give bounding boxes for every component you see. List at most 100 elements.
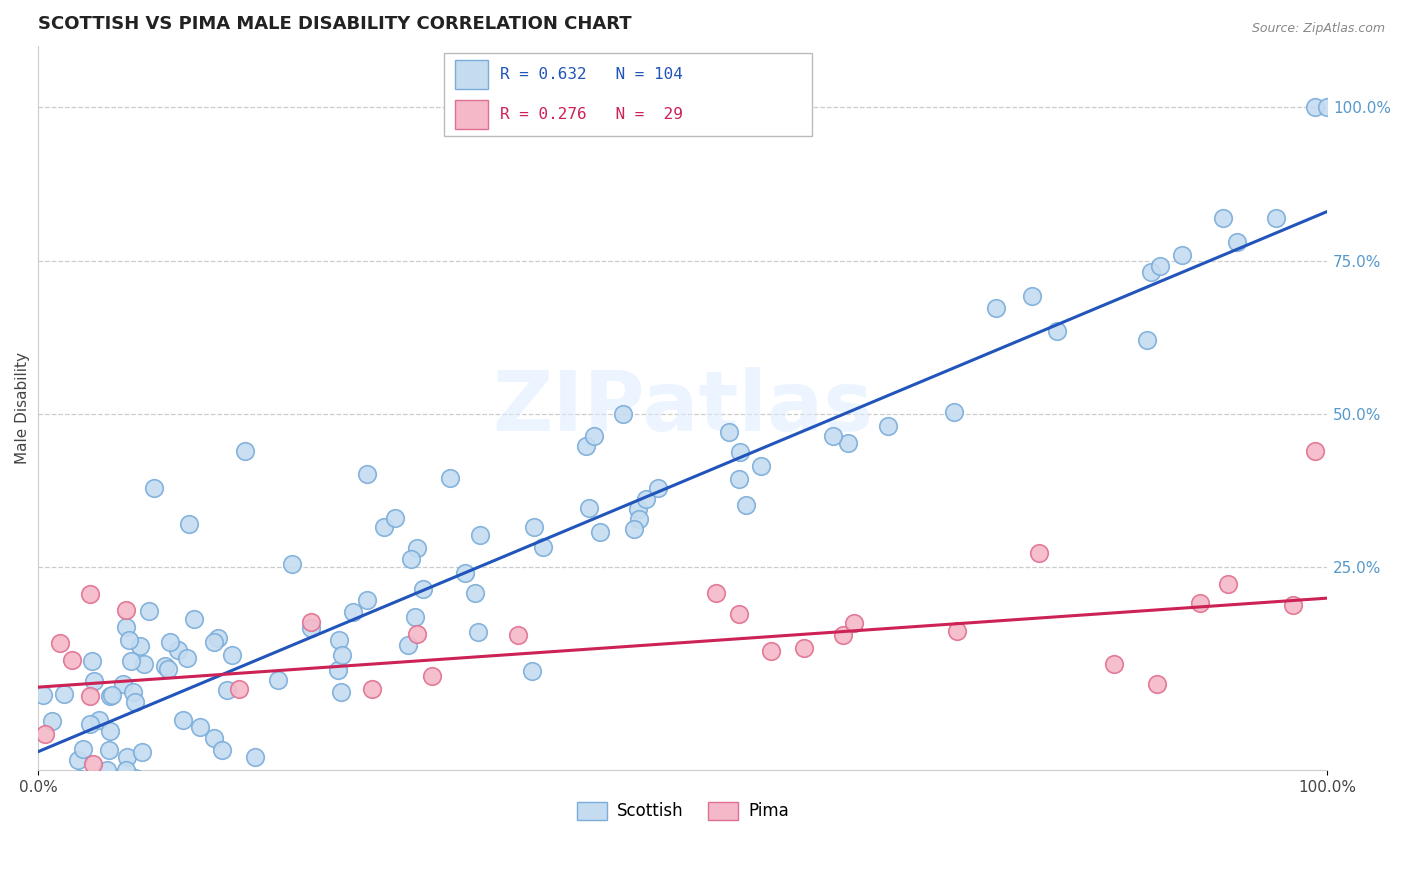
Point (406, 541, 429, 555)
Legend: Scottish, Pima: Scottish, Pima (569, 795, 796, 827)
Point (190, 720, 212, 734)
Point (122, 685, 145, 699)
Point (155, 659, 177, 673)
Point (42, 789, 65, 804)
Point (87, 713, 110, 727)
Point (412, 582, 434, 596)
Text: Source: ZipAtlas.com: Source: ZipAtlas.com (1251, 22, 1385, 36)
Point (114, 620, 136, 634)
Point (578, 501, 600, 516)
Point (72, 741, 94, 756)
Point (404, 610, 426, 624)
Point (876, 418, 898, 433)
Point (454, 566, 477, 581)
Point (1316, 100, 1339, 114)
Point (439, 471, 461, 485)
Point (328, 664, 350, 678)
Point (245, 749, 267, 764)
Point (138, 604, 160, 618)
Point (523, 520, 546, 534)
Point (235, 443, 257, 458)
Point (143, 481, 166, 495)
Point (356, 592, 378, 607)
Point (636, 492, 658, 507)
Point (120, 654, 142, 668)
Point (217, 682, 239, 697)
Point (837, 436, 859, 450)
Point (717, 425, 740, 440)
Point (202, 635, 225, 649)
Point (82, 757, 104, 772)
Point (80, 654, 103, 668)
Point (1046, 324, 1069, 338)
Point (330, 648, 353, 662)
Point (124, 771, 146, 785)
Point (1303, 443, 1326, 458)
Point (98, 724, 121, 739)
Point (467, 624, 489, 639)
Point (179, 517, 201, 532)
Point (96, 764, 118, 778)
Point (730, 444, 752, 458)
Point (131, 745, 153, 759)
Point (520, 665, 543, 679)
Point (384, 510, 406, 524)
Point (167, 642, 190, 657)
Point (1226, 235, 1249, 249)
Point (1146, 677, 1168, 691)
Point (623, 523, 645, 537)
Point (1028, 546, 1050, 560)
Point (98, 743, 121, 757)
Point (53, 687, 76, 701)
Point (299, 615, 322, 629)
Point (66, 753, 89, 767)
Point (281, 557, 304, 571)
Point (221, 648, 243, 663)
Point (470, 528, 492, 542)
Point (176, 650, 198, 665)
Point (202, 731, 225, 745)
Point (704, 586, 727, 600)
Point (60, 652, 83, 666)
Point (627, 512, 650, 526)
Point (79, 690, 101, 704)
Point (207, 631, 229, 645)
Point (328, 633, 350, 648)
Point (793, 641, 815, 656)
Point (124, 695, 146, 709)
Point (589, 524, 612, 539)
Point (1281, 598, 1303, 612)
Point (115, 603, 138, 617)
Point (329, 685, 352, 699)
Point (1102, 657, 1125, 672)
Point (172, 714, 194, 728)
Point (49, 636, 72, 650)
Point (101, 688, 124, 702)
Text: ZIPatlas: ZIPatlas (492, 368, 873, 449)
Point (728, 472, 751, 486)
Point (98, 689, 121, 703)
Point (735, 498, 758, 512)
Point (627, 502, 650, 516)
Point (115, 763, 138, 777)
Point (832, 628, 855, 642)
Point (267, 673, 290, 688)
Point (1021, 289, 1043, 303)
Point (749, 459, 772, 474)
Point (299, 622, 322, 636)
Point (79, 587, 101, 601)
Point (32, 688, 55, 702)
Point (83, 674, 105, 689)
Point (211, 743, 233, 757)
Point (420, 669, 443, 683)
Point (228, 682, 250, 697)
Point (69, 772, 91, 786)
Point (984, 301, 1007, 315)
Point (1140, 264, 1163, 278)
Point (342, 606, 364, 620)
Point (508, 628, 530, 642)
Point (727, 607, 749, 621)
Y-axis label: Male Disability: Male Disability (15, 351, 30, 464)
Point (583, 429, 606, 443)
Point (1188, 596, 1211, 610)
